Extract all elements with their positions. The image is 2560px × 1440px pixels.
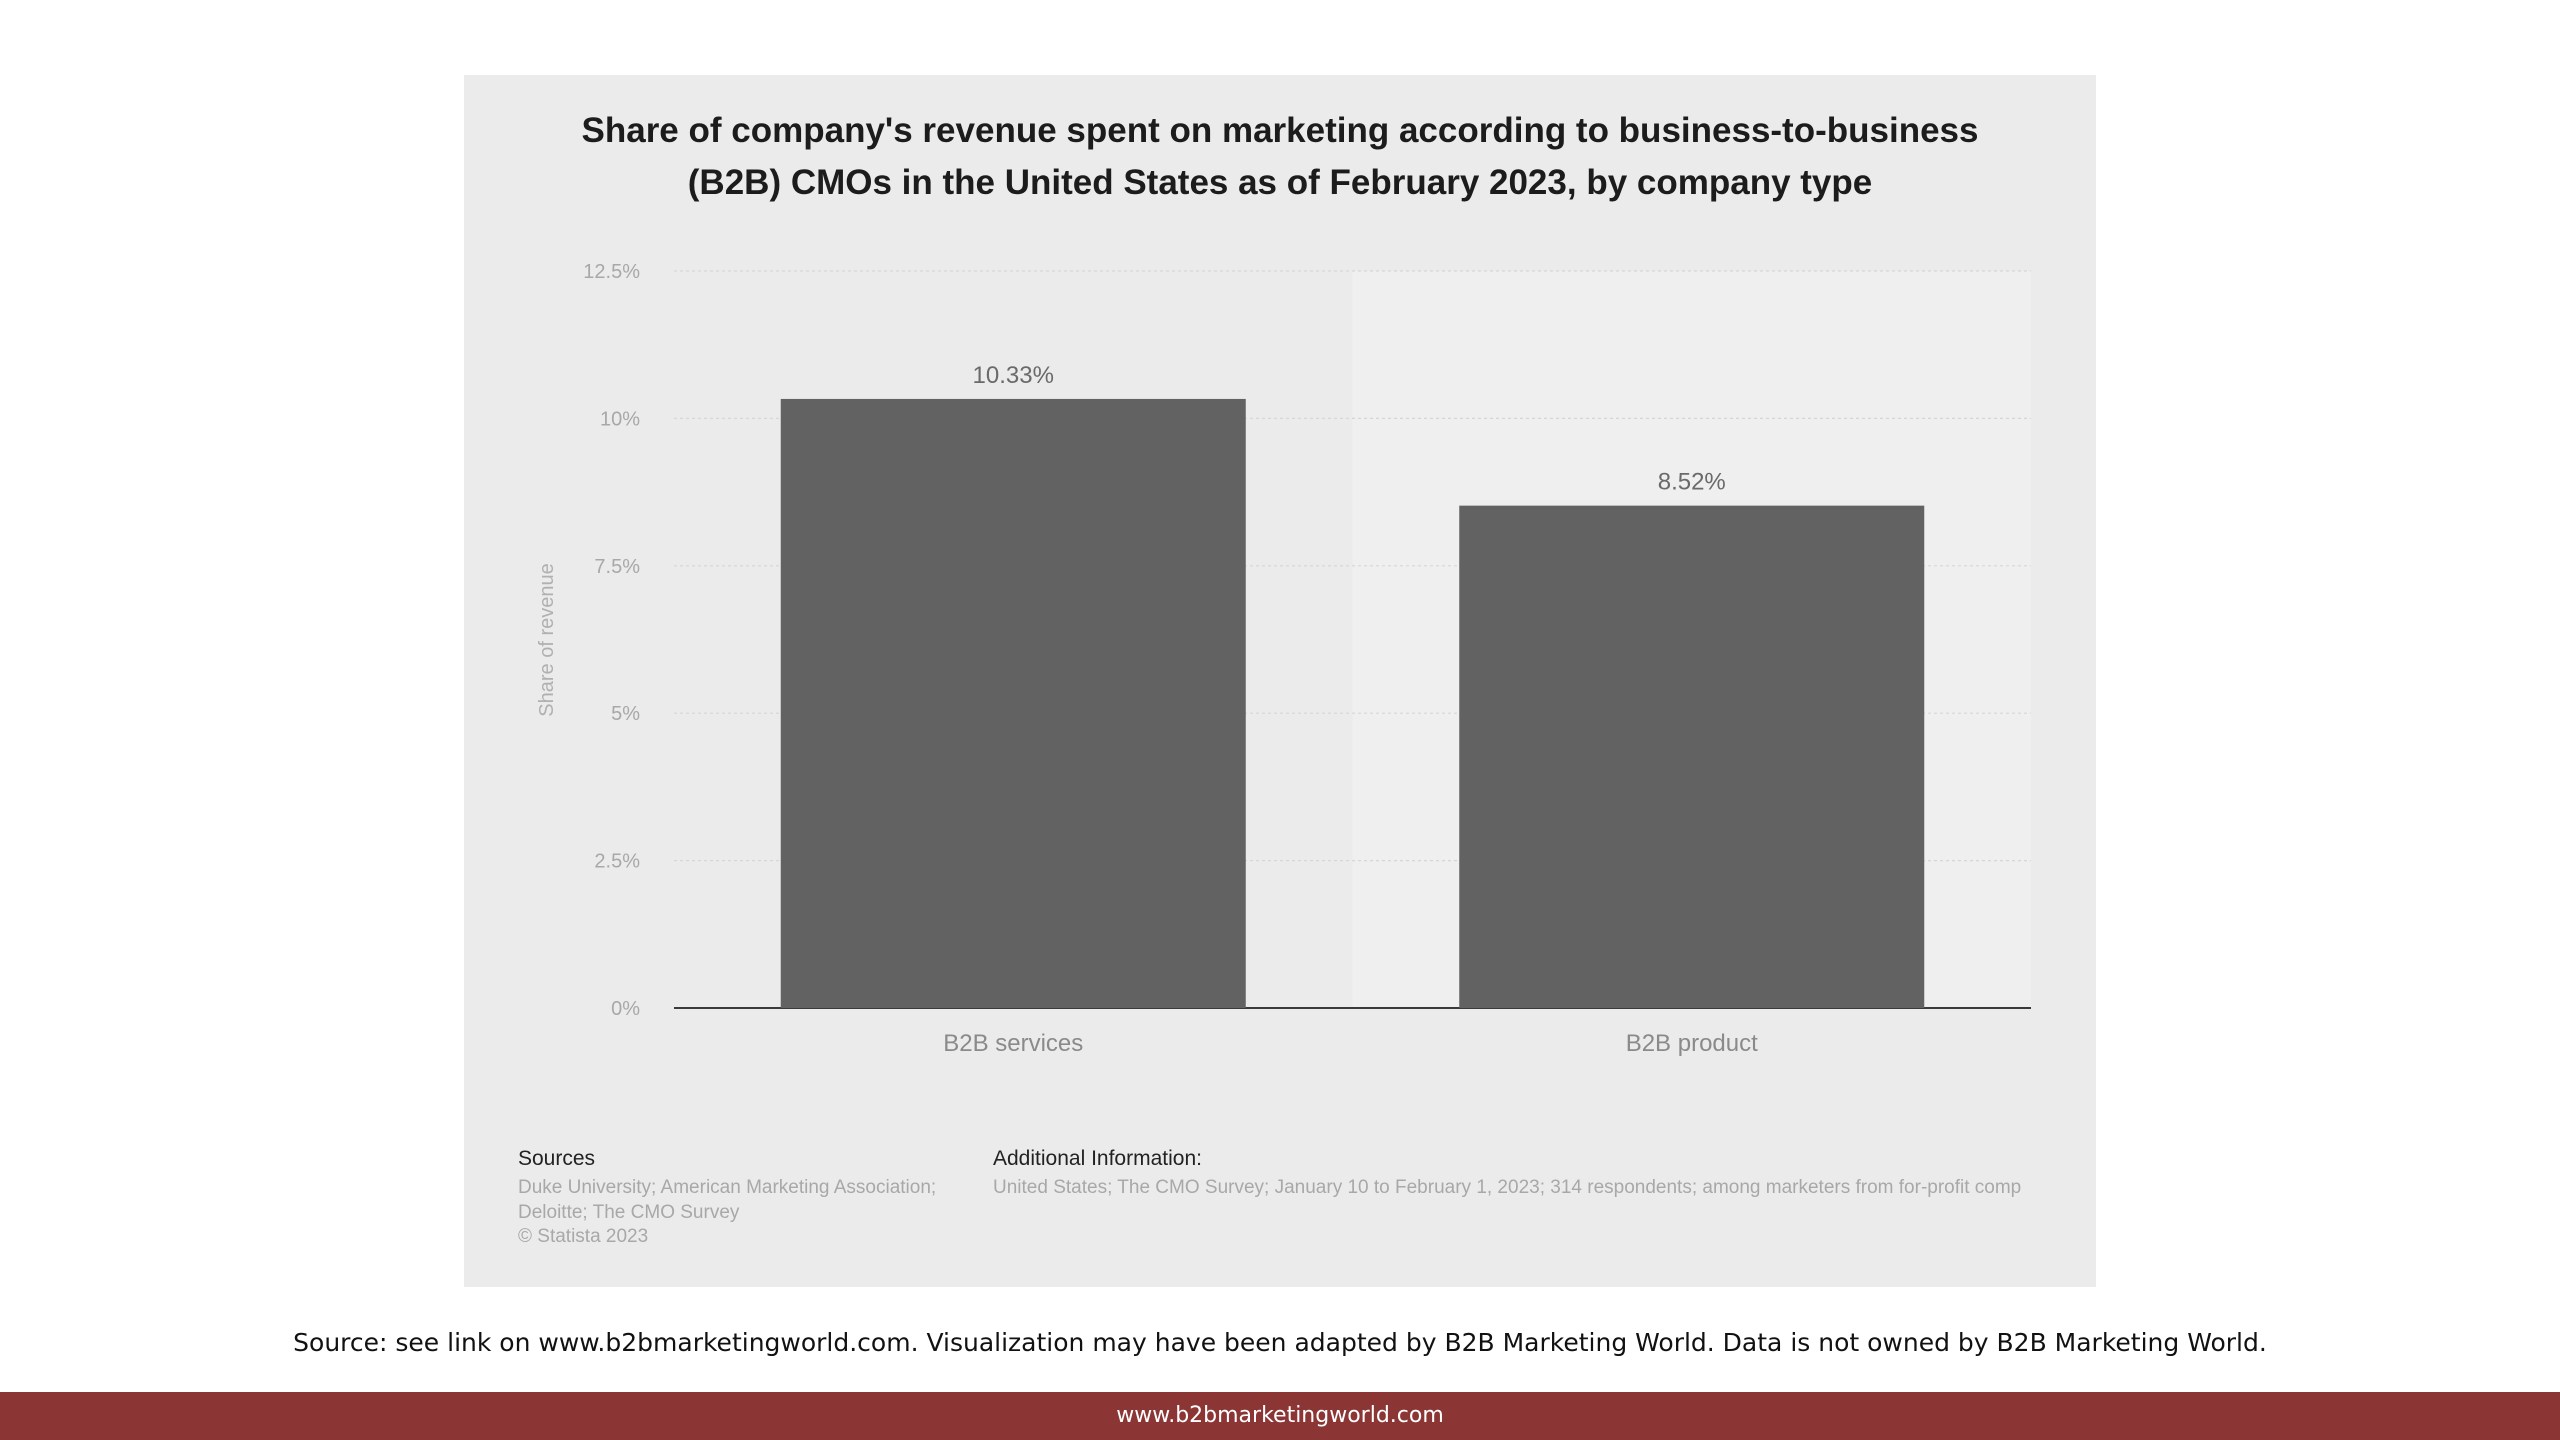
chart-title: Share of company's revenue spent on mark…: [464, 105, 2096, 209]
footer-website-link[interactable]: www.b2bmarketingworld.com: [1116, 1403, 1444, 1428]
chart-title-line-1: Share of company's revenue spent on mark…: [581, 111, 1979, 150]
bars: [780, 398, 1925, 1008]
y-tick-label: 12.5%: [583, 261, 640, 283]
x-axis-categories: B2B services B2B product: [943, 1030, 1758, 1057]
x-category-label: B2B services: [943, 1030, 1083, 1057]
copyright: © Statista 2023: [518, 1226, 649, 1247]
sources-text: Duke University; American Marketing Asso…: [518, 1177, 937, 1223]
source-note: Source: see link on www.b2bmarketingworl…: [293, 1328, 2267, 1357]
y-axis-ticks: 0% 2.5% 5% 7.5% 10% 12.5%: [583, 261, 640, 1020]
y-tick-label: 7.5%: [594, 556, 640, 578]
y-axis-title: Share of revenue: [536, 563, 558, 716]
bar: [1459, 505, 1925, 1008]
bar-chart: 0% 2.5% 5% 7.5% 10% 12.5% 10.33% 8.52% B2B ser…: [536, 261, 2031, 1057]
bar-data-label: 8.52%: [1658, 469, 1726, 496]
x-category-label: B2B product: [1626, 1030, 1758, 1057]
y-tick-label: 5%: [611, 703, 640, 725]
additional-info-heading: Additional Information:: [993, 1147, 1202, 1170]
chart-title-line-2: (B2B) CMOs in the United States as of Fe…: [687, 163, 1873, 202]
additional-info-text: United States; The CMO Survey; January 1…: [993, 1177, 2022, 1198]
bar: [780, 398, 1246, 1008]
chart-card: Share of company's revenue spent on mark…: [464, 75, 2096, 1287]
footer-bar: www.b2bmarketingworld.com: [0, 1392, 2560, 1440]
y-tick-label: 2.5%: [594, 851, 640, 873]
y-tick-label: 0%: [611, 998, 640, 1020]
sources-heading: Sources: [518, 1147, 596, 1170]
data-labels: 10.33% 8.52%: [973, 362, 1726, 496]
bar-data-label: 10.33%: [973, 362, 1054, 389]
y-tick-label: 10%: [600, 408, 640, 430]
